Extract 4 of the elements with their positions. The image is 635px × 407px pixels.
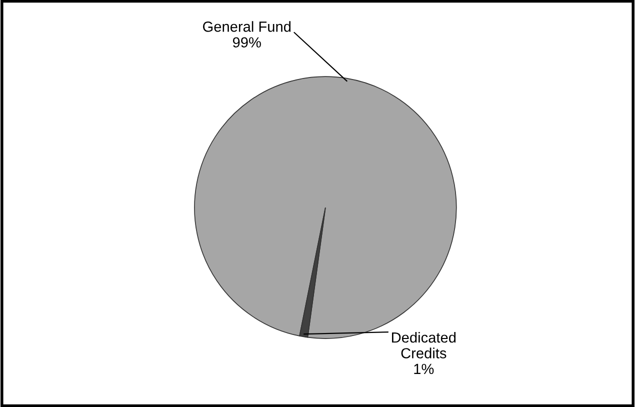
slice-label: General Fund xyxy=(203,21,291,32)
slice-label: Dedicated Credits xyxy=(392,332,456,358)
data-label: 99% xyxy=(232,37,261,48)
data-label: 1% xyxy=(414,364,434,374)
